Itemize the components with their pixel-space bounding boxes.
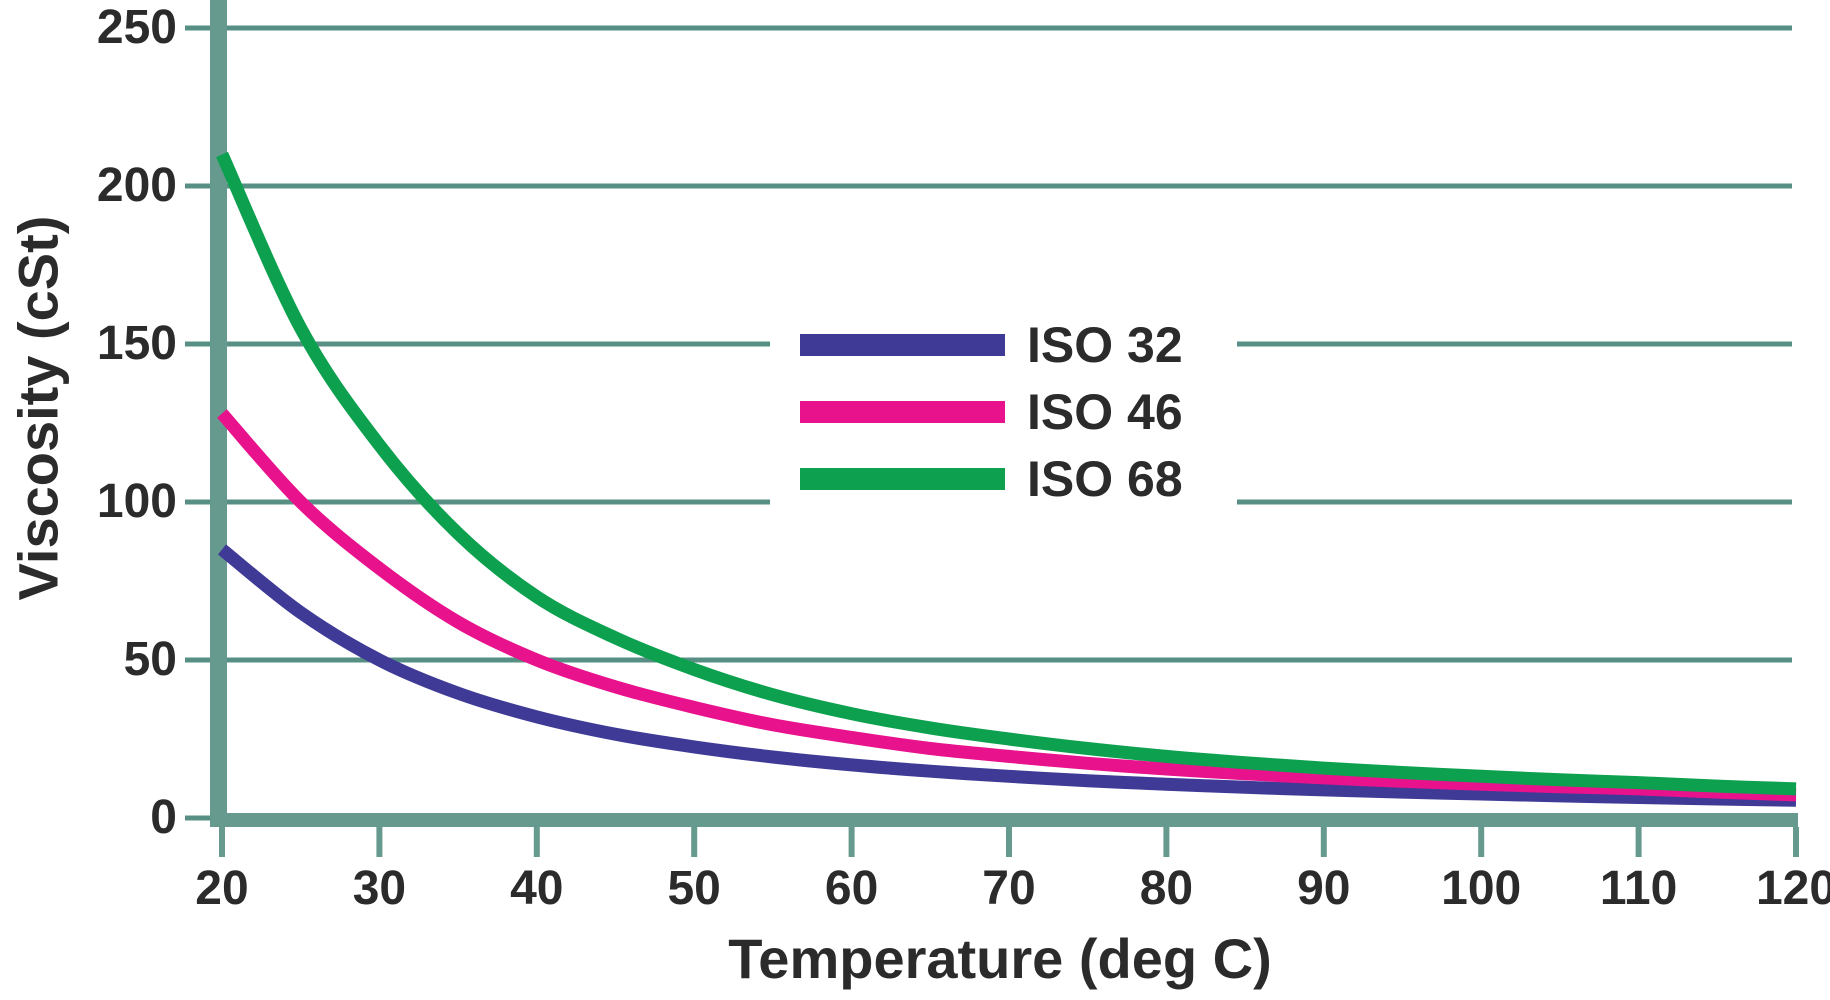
x-tick-mark-60 — [848, 827, 855, 857]
x-tick-label-120: 120 — [1755, 862, 1830, 915]
y-tick-label-100: 100 — [96, 475, 177, 528]
x-tick-mark-90 — [1320, 827, 1327, 857]
curve-iso-32 — [217, 544, 1797, 807]
legend-item-iso-32: ISO 32 — [800, 311, 1183, 378]
x-tick-mark-40 — [533, 827, 540, 857]
legend-label-iso-46: ISO 46 — [1027, 383, 1183, 440]
x-tick-mark-20 — [219, 827, 225, 857]
x-tick-mark-120 — [1793, 827, 1799, 857]
x-tick-label-80: 80 — [1139, 862, 1194, 915]
y-tick-label-0: 0 — [150, 791, 177, 844]
x-tick-mark-80 — [1163, 827, 1170, 857]
legend-label-iso-32: ISO 32 — [1027, 316, 1183, 373]
x-tick-label-60: 60 — [824, 862, 879, 915]
x-tick-mark-30 — [376, 827, 383, 857]
y-axis-bar — [210, 0, 227, 827]
x-tick-label-70: 70 — [982, 862, 1036, 915]
iso-32-swatch-icon — [800, 333, 1005, 356]
y-tick-label-250: 250 — [96, 1, 177, 54]
x-tick-mark-70 — [1006, 827, 1012, 857]
x-axis-bar — [210, 813, 1798, 827]
y-tick-label-200: 200 — [96, 159, 177, 212]
legend-label-iso-68: ISO 68 — [1027, 450, 1183, 507]
x-tick-label-40: 40 — [510, 862, 564, 915]
legend-item-iso-46: ISO 46 — [800, 378, 1183, 445]
x-tick-mark-100 — [1478, 827, 1485, 857]
x-axis-title: Temperature (deg C) — [728, 927, 1272, 990]
x-tick-label-90: 90 — [1297, 862, 1351, 915]
y-axis-title: Viscosity (cSt) — [6, 215, 70, 601]
iso-46-swatch-icon — [800, 400, 1005, 423]
curve-iso-46 — [217, 409, 1797, 802]
x-tick-mark-110 — [1635, 827, 1642, 857]
y-tick-label-150: 150 — [96, 317, 177, 370]
x-tick-label-100: 100 — [1441, 862, 1522, 915]
x-tick-label-20: 20 — [195, 862, 249, 915]
curve-iso-68 — [216, 151, 1797, 796]
iso-68-swatch-icon — [800, 467, 1005, 490]
legend: ISO 32 ISO 46 ISO 68 — [800, 311, 1183, 512]
legend-item-iso-68: ISO 68 — [800, 445, 1183, 512]
x-tick-mark-50 — [691, 827, 698, 857]
x-tick-label-110: 110 — [1599, 862, 1678, 915]
y-tick-label-50: 50 — [123, 633, 177, 686]
x-tick-label-50: 50 — [667, 862, 721, 915]
x-tick-label-30: 30 — [352, 862, 407, 915]
